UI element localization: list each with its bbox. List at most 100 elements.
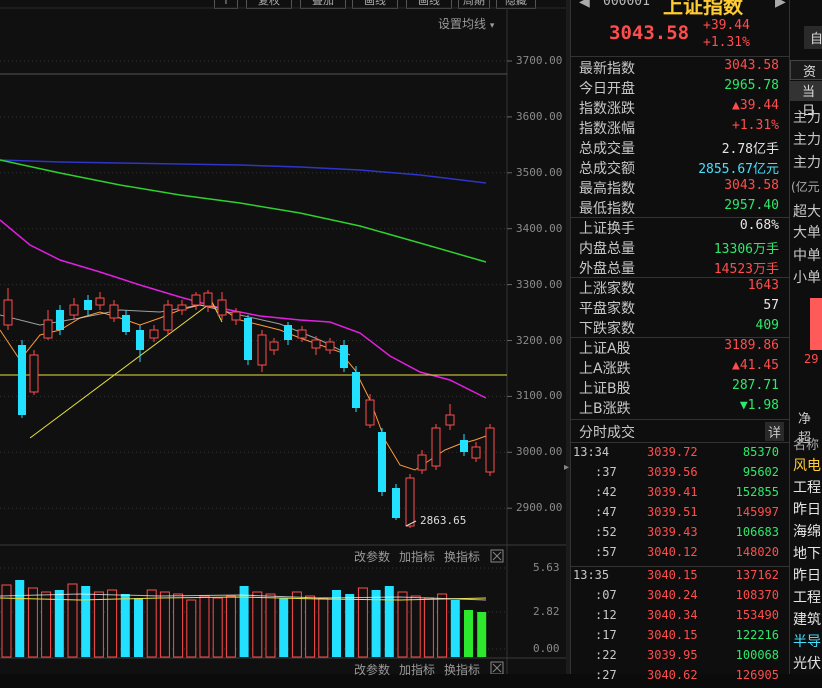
sector-name[interactable]: 昨日 — [793, 568, 821, 584]
volume-bar — [397, 591, 408, 658]
add-indicator-link[interactable]: 加指标 — [399, 663, 436, 677]
tick-row: :17 3040.15 122216 — [571, 628, 789, 648]
side-label: 主力 — [793, 110, 821, 126]
sector-name[interactable]: 昨日 — [793, 502, 821, 518]
sector-name[interactable]: 工程 — [793, 480, 821, 496]
volume-bar — [291, 591, 302, 658]
candle-body — [284, 325, 292, 340]
stat-label: 上证B股 — [579, 381, 631, 397]
collapse-arrow-icon[interactable]: ▸ — [564, 462, 570, 473]
volume-bar — [1, 584, 12, 658]
candle-body — [460, 440, 468, 452]
tick-price: 3039.43 — [647, 525, 698, 539]
tick-price: 3040.62 — [647, 668, 698, 682]
tick-row: :37 3039.56 95602 — [571, 465, 789, 485]
tick-row: :57 3040.12 148020 — [571, 545, 789, 565]
stat-label: 上证换手 — [579, 221, 635, 237]
stat-label: 平盘家数 — [579, 301, 635, 317]
volume-bar — [67, 583, 78, 658]
next-symbol-arrow-icon[interactable]: ▶ — [775, 0, 786, 10]
tick-price: 3040.12 — [647, 545, 698, 559]
candle-body — [325, 341, 335, 351]
sector-name[interactable]: 建筑 — [793, 612, 821, 628]
ticks-detail-button[interactable]: 详 — [765, 422, 785, 441]
volume-bar — [423, 597, 434, 658]
stat-row: 下跌家数 409 — [577, 318, 783, 338]
price-axis-label: 3000.00 — [516, 445, 563, 459]
prev-symbol-arrow-icon[interactable]: ◀ — [579, 0, 590, 10]
volume-bar — [477, 612, 487, 657]
change-params-link[interactable]: 改参数 — [354, 663, 391, 677]
stat-value: 3043.58 — [724, 58, 779, 73]
stat-label: 最低指数 — [579, 201, 635, 217]
sector-name[interactable]: 地下 — [793, 546, 821, 562]
volume-bar — [120, 594, 130, 657]
switch-indicator-link[interactable]: 换指标 — [444, 663, 481, 677]
tick-time: :07 — [595, 588, 617, 602]
volume-bar — [357, 587, 368, 658]
capital-bar-value: 29 — [804, 352, 819, 366]
side-label: 超大 — [793, 204, 821, 220]
price-axis-label: 3200.00 — [516, 333, 563, 347]
tick-price: 3040.15 — [647, 628, 698, 642]
tick-price: 3040.34 — [647, 608, 698, 622]
tick-price: 3040.24 — [647, 588, 698, 602]
tick-time: :27 — [595, 668, 617, 682]
tab-today[interactable]: 当日 — [790, 81, 822, 119]
volume-axis-max: 5.63 — [533, 561, 560, 574]
tick-volume: 106683 — [735, 525, 779, 539]
volume-bar — [239, 586, 249, 657]
stat-value: 57 — [763, 298, 779, 313]
stat-row: 最高指数 3043.58 — [577, 178, 783, 198]
price-axis-label: 3700.00 — [516, 54, 563, 67]
kline-chart-panel[interactable]: ↑ 复权 叠加 画线 画线 周期 隐藏 设置均线 ▾ 2863.65 — [0, 0, 566, 677]
volume-bar — [450, 600, 460, 657]
volume-bar — [225, 595, 236, 658]
stat-row: 总成交额 2855.67亿元 — [577, 158, 783, 178]
stat-label: 今日开盘 — [579, 81, 635, 97]
change-params-link[interactable]: 改参数 — [354, 550, 391, 564]
chart-canvas[interactable]: 2863.65 — [0, 0, 566, 674]
panel-splitter[interactable] — [566, 0, 570, 674]
stat-label: 内盘总量 — [579, 241, 635, 257]
sector-name[interactable]: 风电 — [793, 458, 821, 474]
volume-bar — [81, 586, 91, 657]
sector-name[interactable]: 半导 — [793, 634, 821, 650]
switch-indicator-link[interactable]: 换指标 — [444, 550, 481, 564]
close-icon — [490, 661, 504, 674]
price-axis-label: 3300.00 — [516, 277, 563, 291]
sector-name[interactable]: 工程 — [793, 590, 821, 606]
volume-bar — [27, 587, 38, 658]
stat-row: 指数涨幅 +1.31% — [577, 118, 783, 138]
volume-bar — [186, 599, 197, 658]
ma-setting-button[interactable]: 设置均线 ▾ — [438, 15, 494, 32]
sector-name[interactable]: 光伏 — [793, 656, 821, 672]
candle-body — [191, 294, 201, 306]
stat-row: 内盘总量 13306万手 — [577, 238, 783, 258]
candle-body — [297, 329, 307, 339]
stat-value: 3189.86 — [724, 338, 779, 353]
candle-body — [244, 318, 252, 360]
sector-name[interactable]: 海绵 — [793, 524, 821, 540]
volume-bar — [464, 610, 473, 657]
volume-bar — [318, 597, 329, 658]
tab-capital[interactable]: 资金 — [790, 60, 822, 99]
volume-bar — [146, 589, 157, 658]
symbol-name: 上证指数 — [663, 0, 743, 18]
candle-body — [122, 315, 130, 332]
stat-row: 上证B股 287.71 — [577, 378, 783, 398]
stat-label: 上证A股 — [579, 341, 631, 357]
candle-body — [417, 454, 427, 471]
current-price: 3043.58 — [609, 22, 690, 44]
candle-body — [149, 329, 159, 339]
candle-body — [95, 297, 105, 306]
side-label: (亿元 — [791, 180, 820, 194]
symbol-code: 000001 — [603, 0, 650, 9]
add-indicator-link[interactable]: 加指标 — [399, 550, 436, 564]
candle-body — [378, 432, 386, 492]
quote-panel: ◀ ▶ 000001 上证指数 3043.58 +39.44 +1.31% 最新… — [570, 0, 789, 682]
volume-bar — [384, 586, 394, 657]
volume-axis-min: 0.00 — [533, 642, 560, 655]
side-top-button[interactable]: 自 — [804, 26, 822, 49]
volume-bar — [15, 580, 25, 657]
